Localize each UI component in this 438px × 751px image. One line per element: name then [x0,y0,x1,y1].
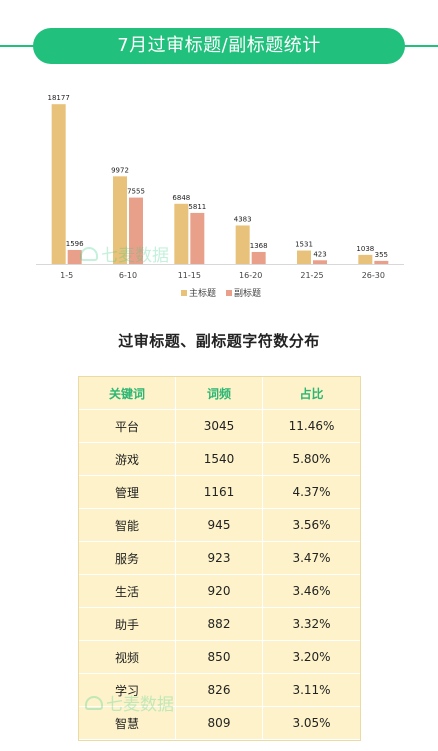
keyword-cell: 平台 [79,409,176,443]
x-tick-label: 21-25 [300,271,323,280]
data-label: 5811 [188,203,206,211]
table-row: 管理 1161 4.37% [79,475,360,509]
page-title: 7月过审标题/副标题统计 [117,35,321,56]
ratio-cell: 3.11% [262,673,360,707]
header-ratio: 占比 [262,377,360,410]
table-row: 学习 826 3.11% [79,673,360,707]
legend-swatch [181,290,187,296]
frequency-cell: 3045 [175,409,263,443]
ratio-cell: 3.46% [262,574,360,608]
table-row: 助手 882 3.32% [79,607,360,641]
data-label: 1531 [295,241,313,249]
table-title: 过审标题、副标题字符数分布 [118,332,320,350]
ratio-cell: 5.80% [262,442,360,476]
keyword-cell: 智能 [79,508,176,542]
table-header-row: 关键词 词频 占比 [79,377,360,410]
header-frequency: 词频 [175,377,263,410]
frequency-cell: 945 [175,508,263,542]
banner-line-left [0,45,40,47]
keyword-cell: 管理 [79,475,176,509]
frequency-cell: 809 [175,706,263,740]
watermark-logo-icon [80,246,98,261]
data-label: 6848 [172,194,190,202]
legend-label: 主标题 [189,287,216,299]
x-tick-label: 16-20 [239,271,262,280]
bar-sub-16-20 [251,251,266,264]
ratio-cell: 11.46% [262,409,360,443]
table-row: 游戏 1540 5.80% [79,442,360,476]
frequency-cell: 923 [175,541,263,575]
table-row: 视频 850 3.20% [79,640,360,674]
watermark-text: 七麦数据 [106,695,174,715]
frequency-cell: 1161 [175,475,263,509]
legend-label: 副标题 [234,287,261,299]
table-row: 智慧 809 3.05% [79,706,360,740]
table-row: 智能 945 3.56% [79,508,360,542]
header-keyword: 关键词 [79,377,176,410]
data-label: 9972 [111,166,129,174]
bar-sub-1-5 [67,249,82,264]
bar-sub-21-25 [313,260,327,264]
bar-main-1-5 [51,104,66,264]
table-row: 生活 920 3.46% [79,574,360,608]
table-row: 服务 923 3.47% [79,541,360,575]
data-label: 1368 [250,242,268,250]
ratio-cell: 3.56% [262,508,360,542]
data-label: 7555 [127,188,145,196]
bar-sub-26-30 [374,260,389,264]
ratio-cell: 3.05% [262,706,360,740]
keyword-cell: 助手 [79,607,176,641]
data-label: 4383 [234,215,252,223]
keyword-cell: 生活 [79,574,176,608]
frequency-cell: 920 [175,574,263,608]
data-label: 1596 [66,240,84,248]
bar-main-21-25 [297,250,311,264]
frequency-cell: 882 [175,607,263,641]
watermark-chart: 七麦数据 [80,241,169,266]
watermark-table: 七麦数据 [85,690,174,715]
x-tick-label: 1-5 [60,271,73,280]
bar-sub-6-10 [129,197,143,264]
data-label: 18177 [48,94,70,102]
x-tick-label: 11-15 [178,271,201,280]
frequency-cell: 850 [175,640,263,674]
ratio-cell: 3.32% [262,607,360,641]
frequency-cell: 826 [175,673,263,707]
keyword-cell: 游戏 [79,442,176,476]
page-title-banner: 7月过审标题/副标题统计 [33,28,405,64]
frequency-cell: 1540 [175,442,263,476]
banner-line-right [398,45,438,47]
ratio-cell: 4.37% [262,475,360,509]
watermark-text: 七麦数据 [101,246,169,266]
legend-swatch [226,290,232,296]
bar-main-6-10 [113,176,127,264]
data-label: 423 [313,250,326,258]
bar-main-16-20 [235,225,250,264]
ratio-cell: 3.47% [262,541,360,575]
data-label: 1038 [356,245,374,253]
x-tick-label: 6-10 [119,271,137,280]
keyword-table: 关键词 词频 占比 平台 3045 11.46% 游戏 1540 5.80% 管理 1161 4… [78,376,361,741]
x-tick-label: 26-30 [362,271,385,280]
keyword-cell: 视频 [79,640,176,674]
data-label: 355 [375,251,388,259]
bar-main-26-30 [358,254,373,264]
keyword-cell: 服务 [79,541,176,575]
bar-sub-11-15 [190,212,205,264]
bar-main-11-15 [174,203,189,264]
table-row: 平台 3045 11.46% [79,409,360,443]
ratio-cell: 3.20% [262,640,360,674]
keyword-cell: 智慧 [79,706,176,740]
watermark-logo-icon [85,695,103,710]
